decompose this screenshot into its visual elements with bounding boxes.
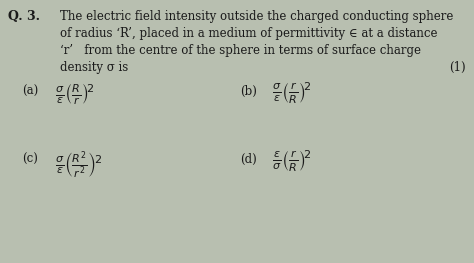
Text: (b): (b)	[240, 85, 257, 98]
Text: $\frac{\sigma}{\epsilon}\left(\frac{r}{R}\right)^{\!2}$: $\frac{\sigma}{\epsilon}\left(\frac{r}{R…	[272, 81, 312, 106]
Text: (d): (d)	[240, 153, 257, 166]
Text: density σ is: density σ is	[60, 61, 128, 74]
Text: ‘r’   from the centre of the sphere in terms of surface charge: ‘r’ from the centre of the sphere in ter…	[60, 44, 421, 57]
Text: (1): (1)	[449, 61, 466, 74]
Text: The electric field intensity outside the charged conducting sphere: The electric field intensity outside the…	[60, 10, 453, 23]
Text: $\frac{\sigma}{\epsilon}\left(\frac{R^{2}}{r^{2}}\right)^{\!2}$: $\frac{\sigma}{\epsilon}\left(\frac{R^{2…	[55, 149, 102, 181]
Text: $\frac{\epsilon}{\sigma}\left(\frac{r}{R}\right)^{\!2}$: $\frac{\epsilon}{\sigma}\left(\frac{r}{R…	[272, 149, 312, 174]
Text: $\frac{\sigma}{\epsilon}\left(\frac{R}{r}\right)^{\!2}$: $\frac{\sigma}{\epsilon}\left(\frac{R}{r…	[55, 81, 95, 106]
Text: (a): (a)	[22, 85, 38, 98]
Text: Q. 3.: Q. 3.	[8, 10, 40, 23]
Text: (c): (c)	[22, 153, 38, 166]
Text: of radius ‘R’, placed in a medium of permittivity ∈ at a distance: of radius ‘R’, placed in a medium of per…	[60, 27, 438, 40]
